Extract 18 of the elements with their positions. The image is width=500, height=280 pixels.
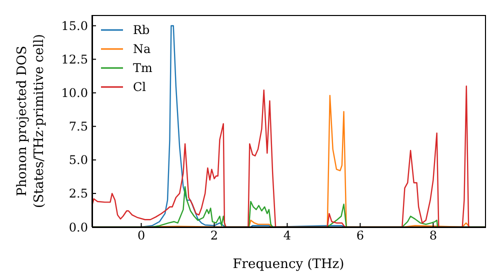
- y-tick-label: 0.0: [68, 220, 88, 234]
- x-tick-label: 4: [283, 228, 292, 243]
- y-tick-label: 7.5: [68, 120, 88, 134]
- y-tick-label: 2.5: [68, 186, 88, 201]
- legend-label: Na: [133, 42, 151, 56]
- y-axis-title: Phonon projected DOS (States/THz·primitive cell): [15, 34, 47, 208]
- x-tick-label: 0: [137, 228, 146, 243]
- legend-label: Tm: [133, 60, 152, 74]
- x-tick-label: 2: [210, 228, 218, 243]
- y-tick-label: 12.5: [61, 52, 88, 67]
- x-tick-label: 8: [429, 228, 438, 243]
- y-tick-label: 15.0: [61, 18, 88, 33]
- x-tick-label: 6: [356, 228, 364, 243]
- legend-label: Cl: [133, 80, 146, 94]
- legend-label: Rb: [133, 22, 150, 36]
- x-axis-title: Frequency (THz): [232, 257, 344, 272]
- y-tick-label: 5.0: [68, 153, 88, 168]
- y-tick-label: 10.0: [61, 86, 88, 100]
